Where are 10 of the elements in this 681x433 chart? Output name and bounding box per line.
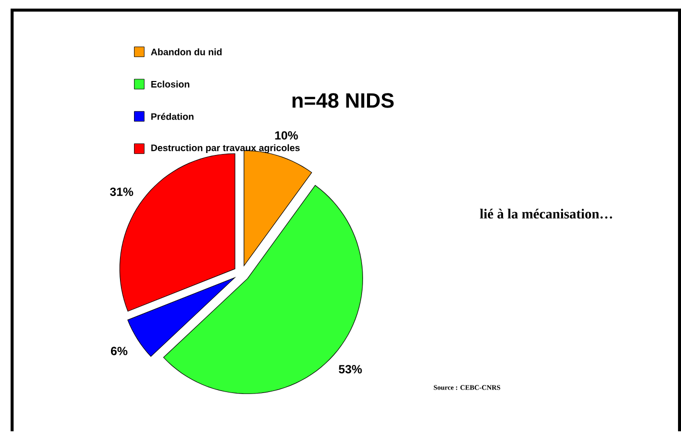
legend-label: Destruction par travaux agricoles — [151, 144, 300, 154]
text: lié à la mécanisation… — [480, 208, 612, 219]
data-label: 6% — [110, 346, 128, 356]
legend-label: Prédation — [151, 113, 194, 120]
legend-label: Eclosion — [151, 80, 190, 88]
data-label: 31% — [110, 188, 134, 196]
text: n=48 NIDS — [292, 93, 394, 108]
legend-label: Abandon du nid — [150, 48, 222, 56]
data-label: 53% — [338, 365, 362, 374]
data-label: 10% — [275, 131, 298, 140]
